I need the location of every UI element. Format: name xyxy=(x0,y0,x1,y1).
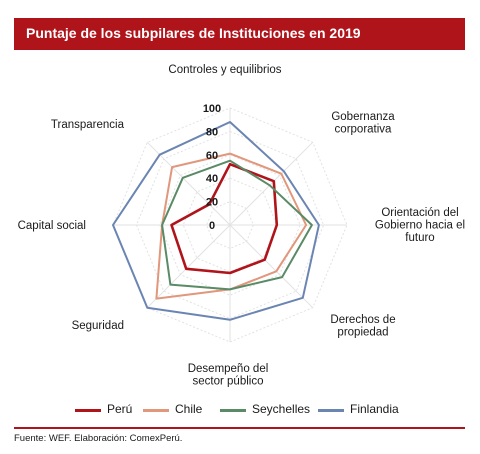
axis-label-2: Orientación del Gobierno hacia el futuro xyxy=(375,207,465,244)
legend-label: Perú xyxy=(107,402,133,416)
title-bar: Puntaje de los subpilares de Institucion… xyxy=(14,18,465,50)
legend-swatch xyxy=(220,409,246,412)
footer-divider xyxy=(14,427,465,429)
legend-swatch xyxy=(75,409,101,412)
grid-spoke-3 xyxy=(229,224,314,309)
legend-label: Seychelles xyxy=(252,402,311,416)
grid-ring-80 xyxy=(135,130,325,320)
axis-label-1: Gobernanza corporativa xyxy=(331,111,395,136)
axis-label-4: Desempeño del sector público xyxy=(188,363,269,388)
tick-label-20: 20 xyxy=(206,197,218,209)
tick-label-80: 80 xyxy=(206,126,218,138)
series-per-line xyxy=(170,162,279,275)
axis-label-5: Seguridad xyxy=(72,320,124,332)
grid-ring-100 xyxy=(112,107,348,343)
radar-chart: 0 20 40 60 80 100 Controles y equilibrios Gober… xyxy=(18,64,465,388)
axis-label-6: Capital social xyxy=(18,220,86,232)
tick-label-0: 0 xyxy=(209,220,215,232)
legend-swatch xyxy=(143,409,169,412)
chart-title: Puntaje de los subpilares de Institucion… xyxy=(26,25,361,41)
tick-label-100: 100 xyxy=(203,103,221,115)
source-note: Fuente: WEF. Elaboración: ComexPerú. xyxy=(14,433,183,444)
series-finlandia-line xyxy=(112,121,320,321)
legend-swatch xyxy=(318,409,344,412)
axis-label-0: Controles y equilibrios xyxy=(168,64,281,76)
grid-spoke-1 xyxy=(229,141,314,226)
legend-label: Finlandia xyxy=(350,402,399,416)
series-seychelles-line xyxy=(161,159,313,291)
grid-spoke-7 xyxy=(146,141,231,226)
legend-label: Chile xyxy=(175,402,203,416)
tick-label-40: 40 xyxy=(206,173,218,185)
grid-spoke-5 xyxy=(146,224,231,309)
axis-label-3: Derechos de propiedad xyxy=(330,314,395,339)
axis-label-7: Transparencia xyxy=(51,119,125,131)
tick-label-60: 60 xyxy=(206,150,218,162)
chart-legend: Perú Chile Seychelles Finlandia xyxy=(0,400,480,420)
